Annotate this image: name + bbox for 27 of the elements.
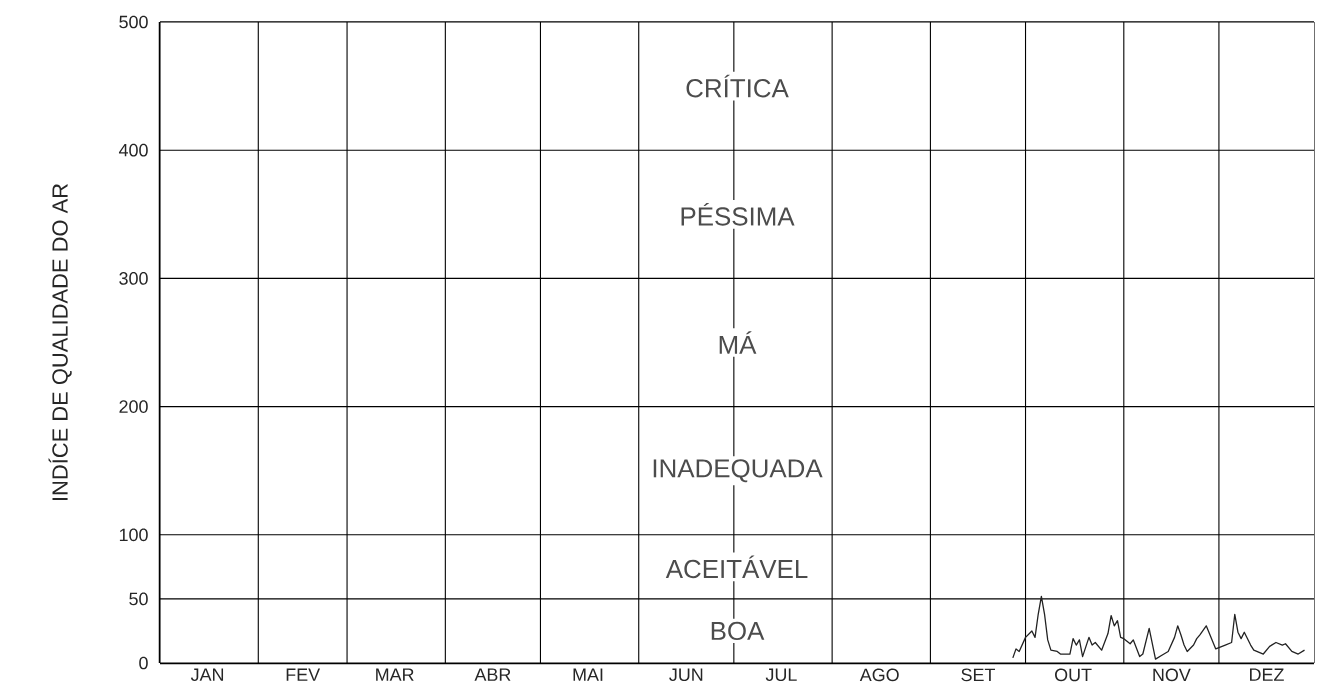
x-tick-label: SET [961,668,995,682]
band-label: ACEITÁVEL [665,555,808,579]
band-label: CRÍTICA [686,74,789,98]
x-tick-label: JUN [669,668,703,682]
x-tick-label: MAR [376,668,414,681]
y-tick-label: 50 [129,592,148,606]
y-tick-label: 200 [119,400,148,413]
y-axis-title: INDÍCE DE QUALIDADE DO AR [48,183,72,501]
line-series [1012,595,1306,660]
band-label: INADEQUADA [653,459,823,483]
x-tick-label: AGO [859,668,899,682]
band-label: MÁ [719,331,757,354]
band-label: PÉSSIMA [681,202,795,226]
x-tick-label: MAI [573,668,603,681]
x-tick-label: OUT [1055,668,1092,682]
y-tick-label: 500 [119,15,148,29]
x-tick-label: FEV [286,668,321,681]
y-tick-label: 400 [118,143,148,157]
x-tick-label: JAN [190,668,224,682]
y-tick-label: 100 [119,528,148,542]
x-tick-label: ABR [474,668,511,681]
y-tick-label: 300 [119,272,148,285]
x-tick-label: DEZ [1250,668,1284,681]
x-tick-label: JUL [765,668,797,682]
band-label: BOA [711,621,765,641]
y-tick-label: 0 [139,656,148,670]
x-tick-label: NOV [1153,668,1191,682]
